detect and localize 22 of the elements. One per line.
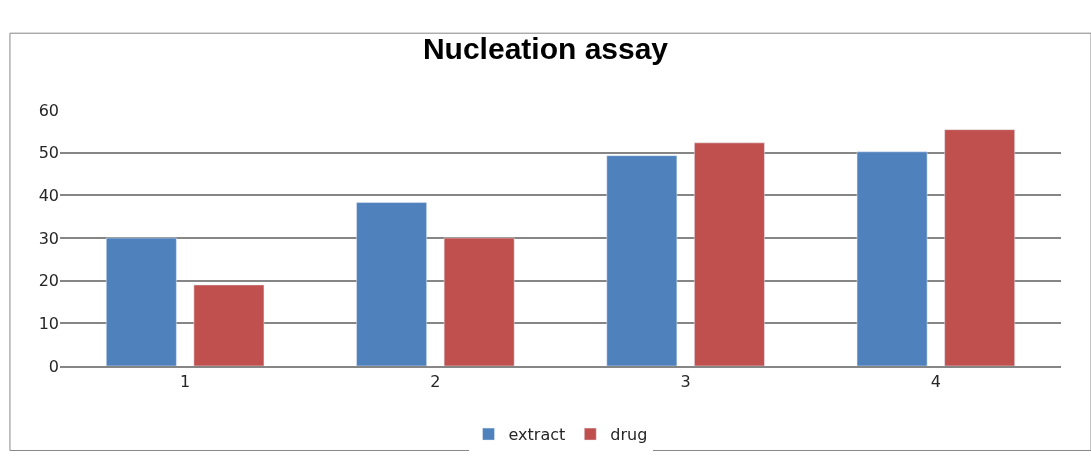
bar <box>856 151 928 366</box>
bar <box>443 237 515 366</box>
bar <box>944 129 1015 366</box>
x-tick-label: 2 <box>430 372 441 392</box>
y-tick-label: 20 <box>38 271 59 291</box>
bar <box>193 284 265 366</box>
x-tick-label: 3 <box>680 372 691 392</box>
bar <box>356 202 427 366</box>
y-tick-label: 50 <box>38 143 59 163</box>
y-tick-label: 0 <box>48 356 59 376</box>
legend-label: drug <box>610 425 648 445</box>
bar <box>606 155 678 366</box>
y-tick-label: 60 <box>38 100 59 120</box>
x-tick-label: 4 <box>930 372 941 392</box>
bar <box>694 142 765 366</box>
y-tick-label: 40 <box>38 185 59 205</box>
x-tick-label: 1 <box>180 372 191 392</box>
chart-title: Nucleation assay <box>422 32 669 66</box>
legend-label: extract <box>508 425 566 445</box>
y-tick-label: 10 <box>38 313 59 333</box>
bar <box>106 237 177 366</box>
y-tick-label: 30 <box>38 228 59 248</box>
